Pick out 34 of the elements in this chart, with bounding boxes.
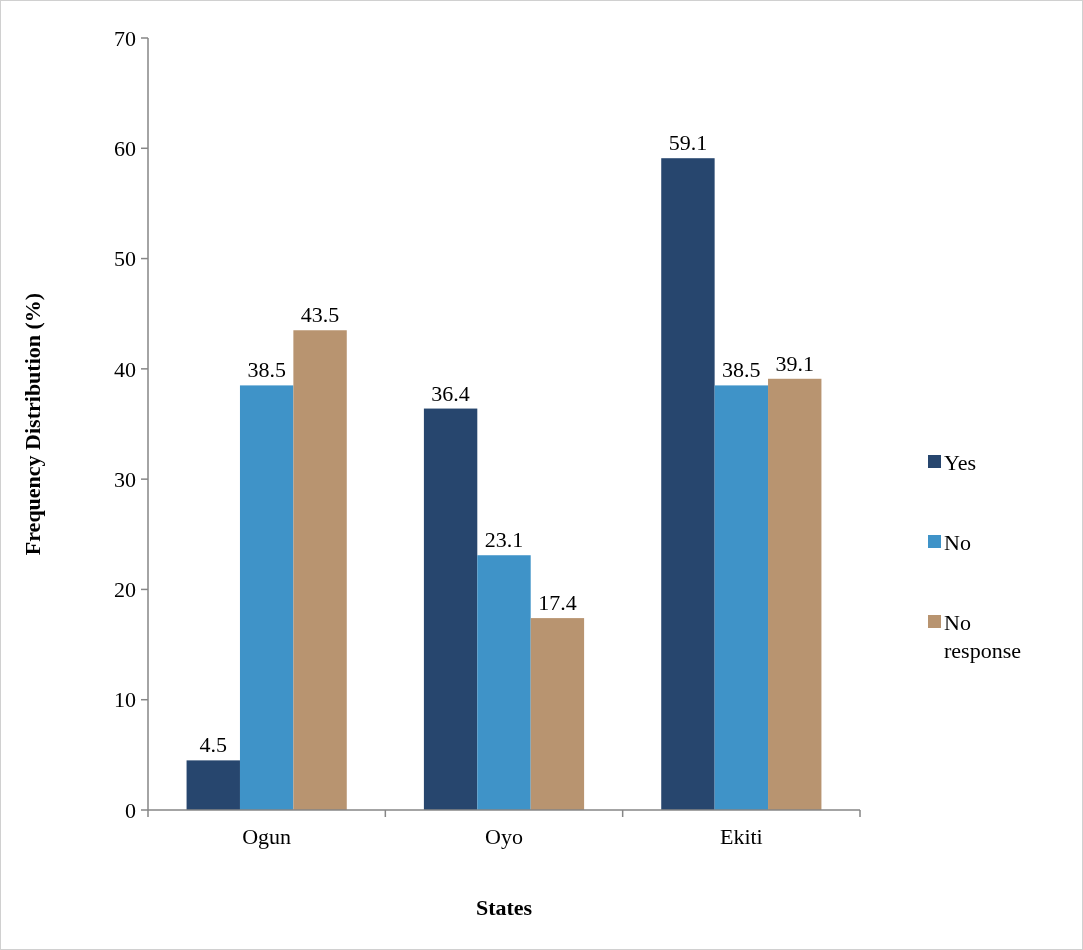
data-label: 59.1	[668, 130, 708, 156]
data-label: 38.5	[722, 357, 761, 383]
bar	[423, 408, 478, 810]
y-tick-label: 60	[114, 135, 136, 161]
x-tick-label: Ekiti	[719, 824, 763, 849]
y-tick-label: 50	[114, 246, 136, 272]
y-axis-title: Frequency Distribution (%)	[20, 292, 45, 556]
bar	[186, 760, 240, 810]
data-label: 39.1	[775, 350, 814, 376]
bar	[768, 378, 822, 810]
bar	[293, 330, 347, 810]
data-label: 38.5	[247, 357, 286, 383]
x-axis-title: States	[475, 895, 533, 920]
y-tick-label: 70	[114, 25, 136, 51]
legend-label: No response	[944, 609, 1021, 663]
bar	[530, 618, 585, 810]
data-label: 36.4	[431, 380, 470, 406]
bar	[661, 158, 715, 810]
data-label: 4.5	[199, 732, 228, 758]
bar	[714, 385, 769, 810]
bar	[239, 385, 294, 810]
data-label: 23.1	[484, 527, 524, 553]
y-tick-label: 20	[114, 577, 136, 603]
legend-label: No	[944, 529, 971, 555]
y-tick-label: 30	[114, 466, 136, 492]
data-label: 17.4	[538, 590, 577, 616]
y-tick-label: 40	[114, 356, 136, 382]
legend-label: Yes	[944, 449, 977, 475]
x-tick-label: Oyo	[485, 824, 523, 849]
bar	[477, 555, 531, 810]
x-tick-label: Ogun	[242, 824, 292, 849]
y-tick-label: 10	[114, 687, 136, 713]
data-label: 43.5	[300, 302, 340, 328]
y-tick-label: 0	[125, 797, 136, 823]
